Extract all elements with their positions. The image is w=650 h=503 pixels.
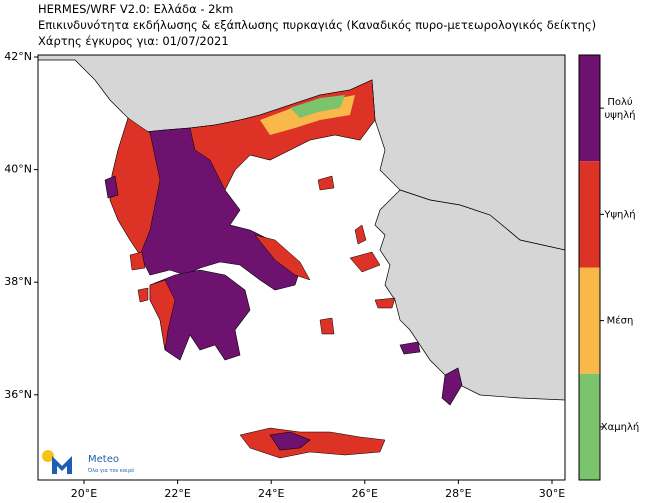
rhodes — [441, 367, 463, 406]
zakynthos — [137, 287, 149, 303]
legend-swatch — [579, 55, 600, 162]
west-belt — [109, 117, 161, 256]
logo-tagline: Όλα για τον καιρό — [87, 467, 134, 474]
colorbar: Πολύ υψηλή Υψηλή Μέση Χαμηλή — [578, 54, 639, 481]
turkey — [374, 189, 566, 401]
peloponnese-west — [149, 279, 176, 351]
legend-label: Πολύ υψηλή — [605, 96, 636, 121]
y-tick-label: 38°N — [4, 275, 32, 288]
x-tick-label: 26°E — [352, 487, 378, 500]
logo-m — [52, 456, 72, 474]
title-line: HERMES/WRF V2.0: Ελλάδα - 2km — [38, 2, 233, 16]
legend-swatch — [579, 373, 600, 480]
y-tick-label: 42°N — [4, 50, 32, 63]
colorbar-frame — [578, 54, 601, 481]
y-tick-label: 40°N — [4, 163, 32, 176]
corfu — [104, 175, 119, 199]
x-tick-label: 30°E — [539, 487, 565, 500]
legend-label: Υψηλή — [603, 208, 635, 220]
lesvos — [349, 251, 381, 273]
samos — [374, 297, 396, 309]
legend-label: Χαμηλή — [601, 421, 639, 433]
x-tick-label: 28°E — [445, 487, 471, 500]
chios — [354, 224, 367, 245]
x-tick-label: 22°E — [164, 487, 190, 500]
title-line: Χάρτης έγκυρος για: 01/07/2021 — [38, 34, 229, 48]
crete-east — [269, 431, 311, 451]
legend-label: Μέση — [607, 315, 634, 327]
map — [37, 54, 566, 481]
legend-swatch — [579, 267, 600, 374]
kos — [399, 341, 421, 355]
lemnos — [317, 175, 335, 191]
x-tick-label: 24°E — [258, 487, 284, 500]
logo-sun — [42, 450, 54, 462]
north-low — [290, 95, 345, 118]
map-frame — [37, 54, 566, 481]
euboea — [254, 234, 311, 281]
legend-swatch — [579, 161, 600, 268]
y-tick-label: 36°N — [4, 388, 32, 401]
kefalonia — [129, 251, 146, 271]
title-line: Επικινδυνότητα εκδήλωσης & εξάπλωσης πυρ… — [38, 18, 596, 32]
logo-name: Meteo — [88, 454, 119, 465]
naxos — [319, 317, 335, 335]
x-tick-label: 20°E — [71, 487, 97, 500]
logo: Meteo Όλα για τον καιρό — [42, 450, 134, 474]
